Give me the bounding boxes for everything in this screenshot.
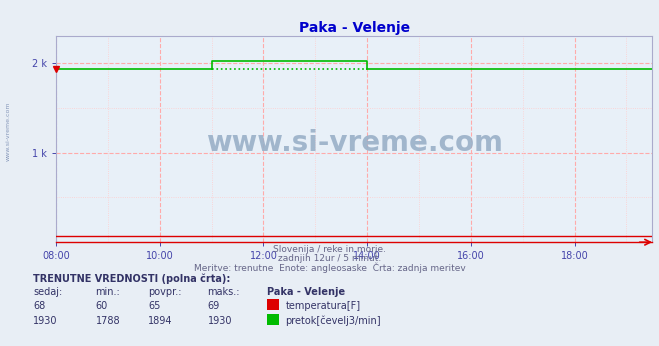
Text: min.:: min.:	[96, 287, 121, 297]
Text: 1930: 1930	[33, 316, 57, 326]
Text: 60: 60	[96, 301, 108, 311]
Text: 69: 69	[208, 301, 220, 311]
Text: maks.:: maks.:	[208, 287, 240, 297]
Title: Paka - Velenje: Paka - Velenje	[299, 21, 410, 35]
Text: 1788: 1788	[96, 316, 120, 326]
Text: pretok[čevelj3/min]: pretok[čevelj3/min]	[285, 315, 381, 326]
Text: 1894: 1894	[148, 316, 173, 326]
Text: zadnjih 12ur / 5 minut.: zadnjih 12ur / 5 minut.	[278, 254, 381, 263]
Text: 65: 65	[148, 301, 161, 311]
Text: www.si-vreme.com: www.si-vreme.com	[5, 102, 11, 161]
Text: povpr.:: povpr.:	[148, 287, 182, 297]
Text: Slovenija / reke in morje.: Slovenija / reke in morje.	[273, 245, 386, 254]
Text: Paka - Velenje: Paka - Velenje	[267, 287, 345, 297]
Text: Meritve: trenutne  Enote: angleosaske  Črta: zadnja meritev: Meritve: trenutne Enote: angleosaske Črt…	[194, 262, 465, 273]
Text: 68: 68	[33, 301, 45, 311]
Text: sedaj:: sedaj:	[33, 287, 62, 297]
Text: 1930: 1930	[208, 316, 232, 326]
Text: www.si-vreme.com: www.si-vreme.com	[206, 129, 503, 157]
Text: TRENUTNE VREDNOSTI (polna črta):: TRENUTNE VREDNOSTI (polna črta):	[33, 273, 231, 284]
Text: temperatura[F]: temperatura[F]	[285, 301, 360, 311]
